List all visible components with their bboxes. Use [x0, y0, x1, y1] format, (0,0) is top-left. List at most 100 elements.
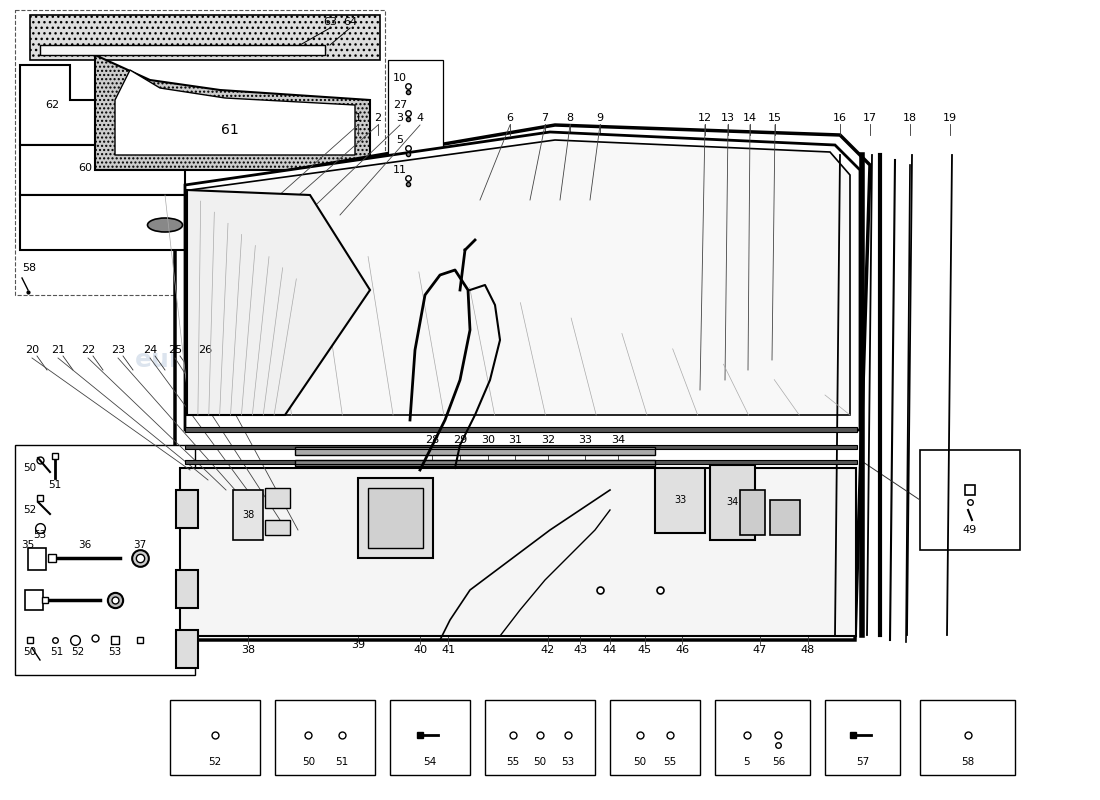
Text: 7: 7	[541, 113, 549, 123]
Text: 58: 58	[22, 263, 36, 273]
Bar	[275, 700, 375, 775]
Text: 27: 27	[393, 100, 407, 110]
Text: 64: 64	[343, 17, 358, 27]
Text: 49: 49	[962, 525, 977, 535]
Text: 55: 55	[506, 757, 519, 767]
Text: eurospartes: eurospartes	[434, 418, 605, 442]
Text: 31: 31	[508, 435, 522, 445]
Text: 12: 12	[697, 113, 712, 123]
Text: 52: 52	[72, 647, 85, 657]
Bar	[185, 445, 857, 449]
Text: 45: 45	[638, 645, 652, 655]
Bar	[610, 700, 700, 775]
Bar	[710, 465, 755, 540]
Bar	[295, 447, 654, 455]
Text: 16: 16	[833, 113, 847, 123]
Polygon shape	[20, 145, 185, 195]
Text: 51: 51	[51, 647, 64, 657]
Text: 10: 10	[393, 73, 407, 83]
Polygon shape	[185, 132, 860, 430]
Text: 41: 41	[441, 645, 455, 655]
Text: 8: 8	[566, 113, 573, 123]
Text: 39: 39	[388, 513, 403, 523]
Text: 60: 60	[78, 163, 92, 173]
Text: 26: 26	[198, 345, 212, 355]
Text: 46: 46	[675, 645, 689, 655]
Text: 38: 38	[242, 510, 254, 520]
Text: 39: 39	[351, 640, 365, 650]
Polygon shape	[175, 125, 870, 640]
Text: 14: 14	[742, 113, 757, 123]
Text: 52: 52	[208, 757, 221, 767]
Polygon shape	[187, 190, 370, 415]
Text: 36: 36	[78, 540, 91, 550]
Text: 38: 38	[241, 645, 255, 655]
Text: 34: 34	[726, 497, 738, 507]
Text: 33: 33	[674, 495, 686, 505]
Polygon shape	[116, 70, 355, 155]
Text: 55: 55	[663, 757, 676, 767]
Bar	[388, 60, 443, 260]
Text: 50: 50	[634, 757, 647, 767]
Text: 21: 21	[51, 345, 65, 355]
Text: 20: 20	[25, 345, 40, 355]
Bar	[390, 700, 470, 775]
Text: 56: 56	[772, 757, 785, 767]
Text: 50: 50	[23, 647, 36, 657]
Bar	[654, 468, 705, 533]
Text: 29: 29	[453, 435, 468, 445]
Text: 52: 52	[23, 505, 36, 515]
Bar	[920, 700, 1015, 775]
Text: 63: 63	[323, 17, 337, 27]
Text: 17: 17	[862, 113, 877, 123]
Text: 50: 50	[534, 757, 547, 767]
Text: 37: 37	[133, 540, 146, 550]
Bar	[180, 468, 856, 636]
Bar	[295, 460, 654, 466]
Bar	[176, 570, 198, 608]
Text: 51: 51	[48, 480, 62, 490]
Bar	[185, 427, 857, 432]
Text: eurospartes: eurospartes	[664, 408, 835, 432]
Text: 50: 50	[23, 463, 36, 473]
Bar	[715, 700, 810, 775]
Text: 24: 24	[143, 345, 157, 355]
Text: 11: 11	[393, 165, 407, 175]
Text: 51: 51	[336, 757, 349, 767]
Bar	[920, 450, 1020, 550]
Text: 43: 43	[573, 645, 587, 655]
Text: 30: 30	[481, 435, 495, 445]
Text: 53: 53	[561, 757, 574, 767]
Bar	[233, 490, 263, 540]
Bar	[265, 488, 290, 508]
Bar	[485, 700, 595, 775]
Bar	[185, 445, 857, 449]
Bar	[185, 460, 857, 464]
Bar	[176, 630, 198, 668]
Text: 5: 5	[744, 757, 750, 767]
Text: 32: 32	[541, 435, 556, 445]
Text: 35: 35	[21, 540, 34, 550]
Bar	[825, 700, 900, 775]
Bar	[185, 460, 857, 464]
Text: eurospartes: eurospartes	[135, 348, 305, 372]
Text: 15: 15	[768, 113, 782, 123]
Text: 59: 59	[207, 218, 223, 231]
Text: 28: 28	[425, 435, 439, 445]
Polygon shape	[20, 65, 95, 145]
Bar	[185, 427, 857, 432]
Text: eurospartes: eurospartes	[565, 548, 735, 572]
Text: 1: 1	[354, 113, 362, 123]
Bar	[170, 700, 260, 775]
Polygon shape	[30, 15, 379, 60]
Text: 22: 22	[81, 345, 95, 355]
Text: 47: 47	[752, 645, 767, 655]
Text: 25: 25	[168, 345, 183, 355]
Bar	[740, 490, 764, 535]
Bar	[40, 45, 324, 55]
Text: 44: 44	[603, 645, 617, 655]
Text: 13: 13	[720, 113, 735, 123]
Text: 3: 3	[396, 113, 404, 123]
Bar	[265, 520, 290, 535]
Bar	[15, 10, 385, 295]
